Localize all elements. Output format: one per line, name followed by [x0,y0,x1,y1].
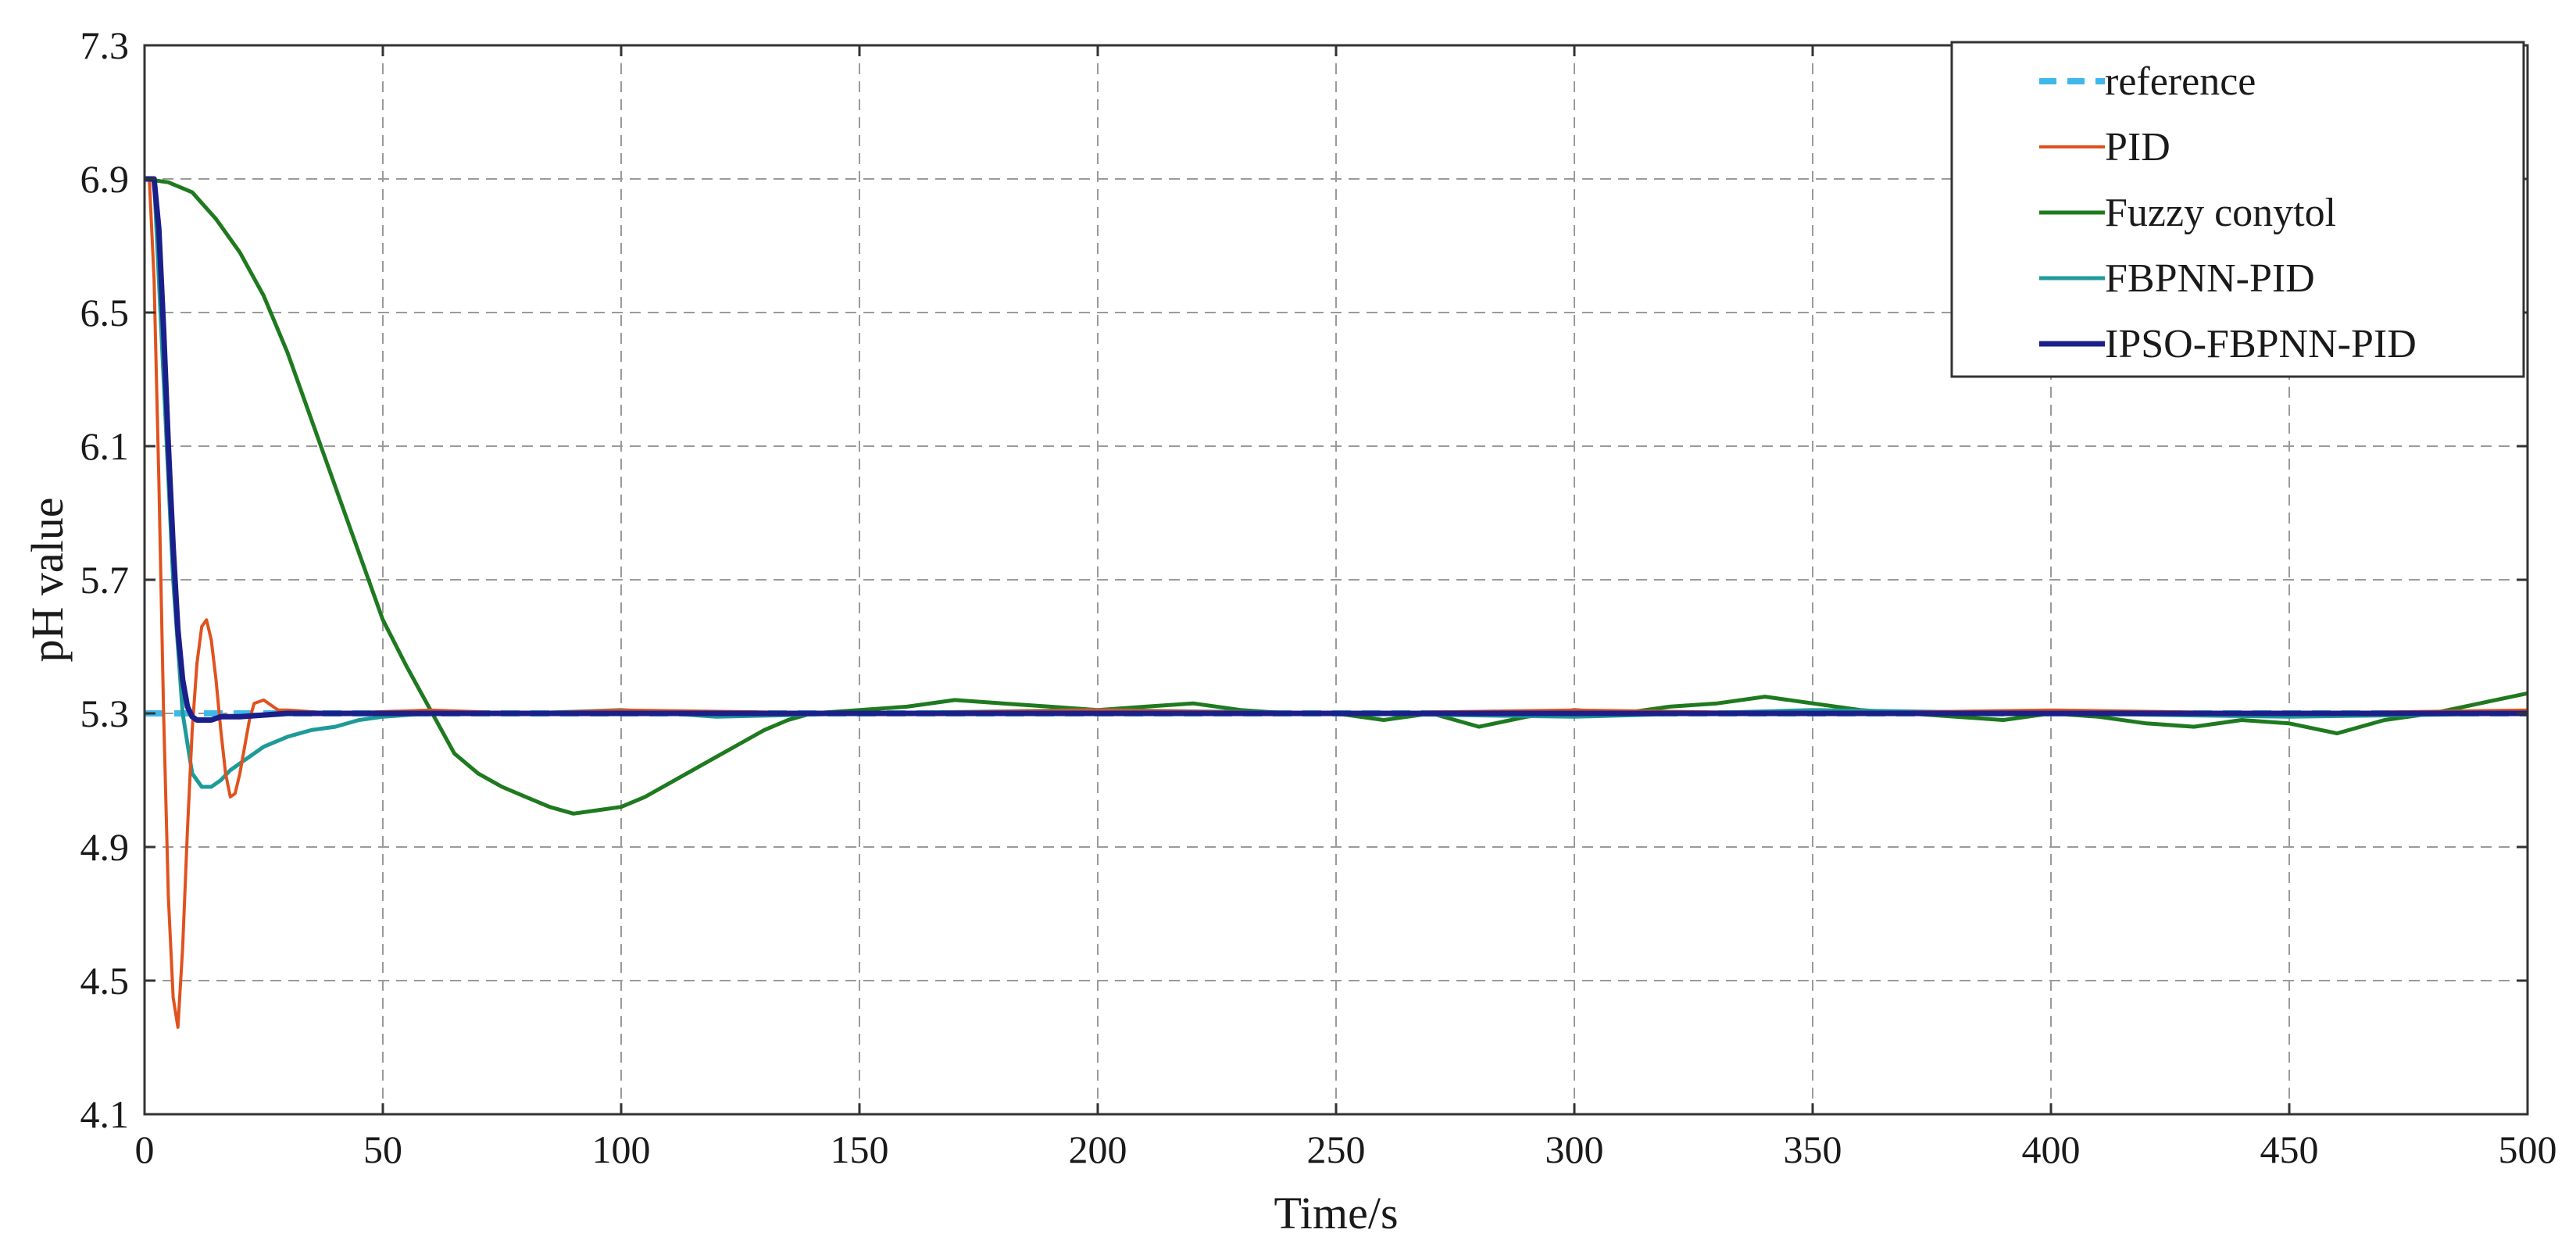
x-tick-label: 350 [1784,1128,1842,1171]
y-tick-label: 4.9 [80,825,130,869]
y-tick-label: 6.5 [80,291,130,334]
series-lines [144,176,2528,1029]
y-tick-label: 6.1 [80,424,130,468]
x-tick-label: 100 [592,1128,651,1171]
x-tick-label: 500 [2499,1128,2557,1171]
x-tick-label: 150 [831,1128,889,1171]
y-tick-label: 5.3 [80,692,130,735]
series-line-fuzzy-conytol [144,177,2528,816]
legend-label: PID [2105,125,2170,170]
x-tick-label: 250 [1307,1128,1366,1171]
y-tick-label: 4.1 [80,1092,130,1136]
legend: reference PID Fuzzy conytol FBPNN-PID IPSO-F… [1950,41,2525,378]
legend-label: Fuzzy conytol [2105,191,2336,235]
x-tick-label: 300 [1545,1128,1604,1171]
legend-label: FBPNN-PID [2105,256,2315,301]
legend-label: IPSO-FBPNN-PID [2105,322,2417,366]
legend-label: reference [2105,59,2256,104]
x-tick-label: 400 [2022,1128,2081,1171]
legend-box [1950,41,2525,378]
x-tick-label: 0 [135,1128,155,1171]
x-tick-label: 450 [2260,1128,2319,1171]
y-tick-label: 5.7 [80,558,130,602]
y-tick-label: 4.5 [80,959,130,1002]
y-tick-label: 6.9 [80,157,130,201]
x-tick-label: 50 [363,1128,402,1171]
y-axis-title: pH value [22,498,73,663]
y-tick-label: 7.3 [80,23,130,67]
axis-ticks: 0 50 100 150 200 250 300 350 400 450 500 4.1 4.5 4.9 5… [80,23,2557,1171]
x-tick-label: 200 [1069,1128,1127,1171]
x-axis-title: Time/s [1274,1188,1398,1238]
series-line-ipso-fbpnn-pid [145,176,2528,723]
